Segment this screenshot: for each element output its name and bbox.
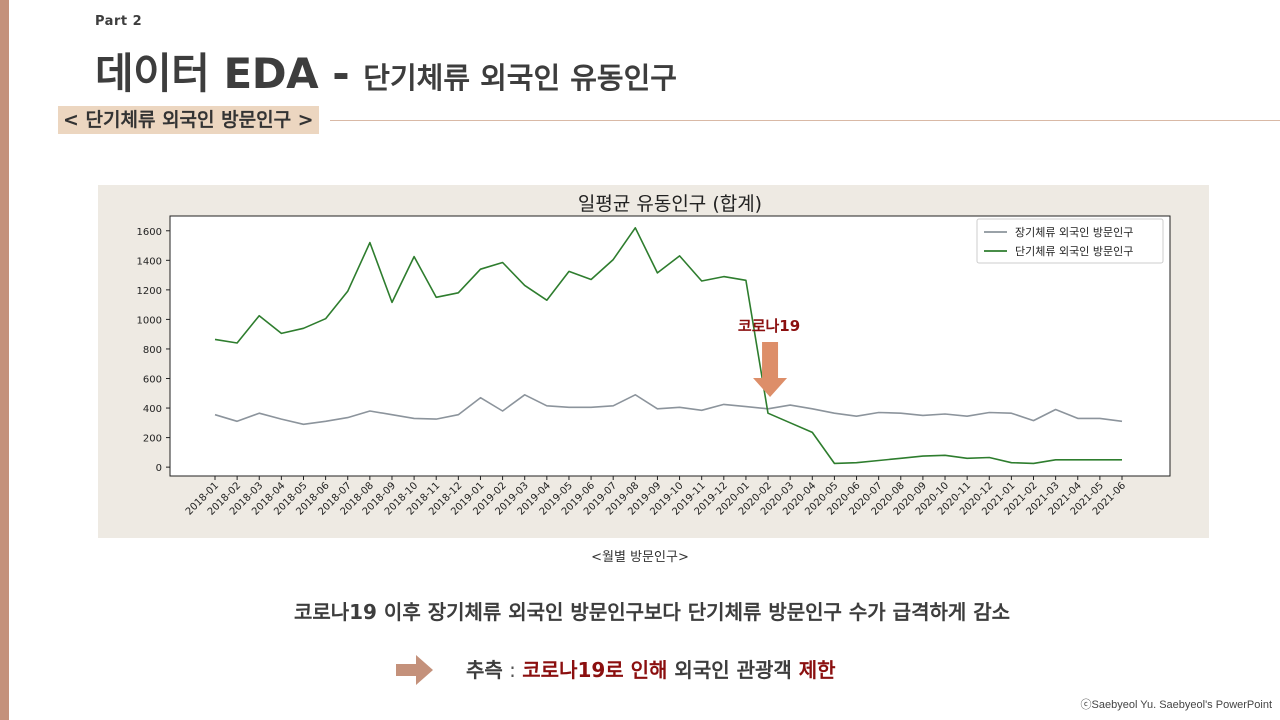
legend-label: 장기체류 외국인 방문인구 xyxy=(1015,226,1133,239)
section-divider xyxy=(330,120,1280,121)
page-title-main: 데이터 EDA - xyxy=(95,49,364,98)
chart-panel: 일평균 유동인구 (합계) 0 200 400 600 800 1000 1200 1400 16… xyxy=(98,185,1209,538)
series-line-1 xyxy=(214,394,1123,426)
summary-text: 코로나19 이후 장기체류 외국인 방문인구보다 단기체류 방문인구 수가 급격… xyxy=(293,600,1011,624)
inference-label: 추측 xyxy=(466,658,503,682)
part-label: Part 2 xyxy=(95,14,143,29)
inference-separator: : xyxy=(502,658,523,682)
covid-annotation-label: 코로나19 xyxy=(738,317,800,335)
y-tick-label: 0 xyxy=(156,463,162,474)
y-tick-label: 400 xyxy=(143,404,162,415)
down-arrow-icon xyxy=(753,342,788,397)
y-tick-label: 200 xyxy=(143,434,162,445)
legend-label: 단기체류 외국인 방문인구 xyxy=(1015,245,1133,258)
left-accent-bar xyxy=(0,0,9,720)
line-chart: 일평균 유동인구 (합계) 0 200 400 600 800 1000 1200 1400 16… xyxy=(137,193,1171,518)
page-title: 데이터 EDA - 단기체류 외국인 유동인구 xyxy=(95,40,677,101)
y-tick-label: 800 xyxy=(143,345,162,356)
legend-box xyxy=(976,218,1164,264)
section-tag: < 단기체류 외국인 방문인구 > xyxy=(58,106,319,134)
series-line-2 xyxy=(214,226,1122,465)
chart-title: 일평균 유동인구 (합계) xyxy=(578,193,762,215)
page-title-sub: 단기체류 외국인 유동인구 xyxy=(363,61,677,95)
y-tick-label: 1000 xyxy=(137,315,162,326)
y-tick-label: 600 xyxy=(143,375,162,386)
copyright-text: ⓒSaebyeol Yu. Saebyeol's PowerPoint xyxy=(1080,699,1272,711)
inference-highlight-cause: 코로나19로 인해 xyxy=(522,658,668,682)
y-tick-label: 1200 xyxy=(137,286,162,297)
chart-caption: <월별 방문인구> xyxy=(591,550,689,565)
y-tick-label: 1600 xyxy=(137,227,162,238)
right-arrow-icon xyxy=(396,655,433,685)
inference-middle: 외국인 관광객 xyxy=(667,658,799,682)
inference-line: 추측 : 코로나19로 인해 외국인 관광객 제한 xyxy=(466,654,836,683)
inference-highlight-limit: 제한 xyxy=(798,658,836,682)
y-tick-label: 1400 xyxy=(137,256,162,267)
